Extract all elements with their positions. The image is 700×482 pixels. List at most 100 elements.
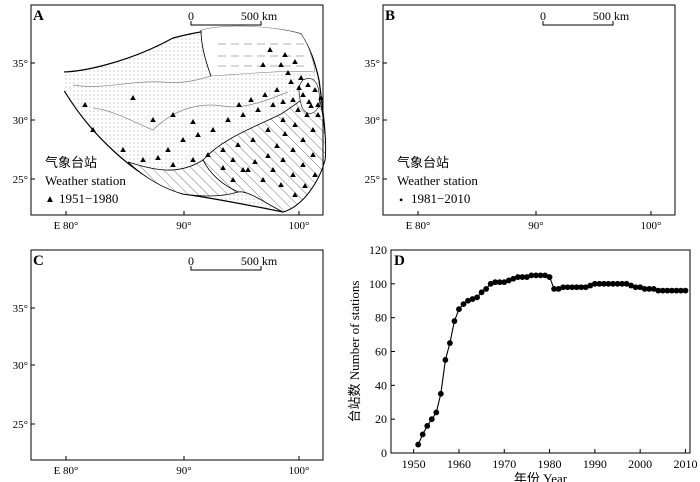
x-tick-label: 2010 [673, 457, 697, 471]
data-point [664, 287, 671, 294]
scale-label: 500 km [593, 9, 630, 23]
data-point [646, 286, 653, 292]
data-point [623, 280, 630, 287]
map-frame [30, 4, 324, 216]
station-triangle [300, 162, 306, 167]
station-dot [491, 153, 495, 157]
scale-label: 500 km [241, 9, 278, 23]
station-triangle [282, 52, 288, 57]
station-triangle [248, 97, 254, 102]
data-point [424, 423, 431, 429]
legend-symbol: ▲ [45, 194, 55, 205]
lat-tick-label: 25° [13, 419, 28, 431]
station-dot [669, 118, 673, 122]
region-label: VI [316, 369, 322, 375]
data-point [569, 284, 576, 291]
lat-tick-label: 35° [13, 303, 28, 315]
data-point [555, 286, 562, 292]
station-dot [533, 118, 537, 122]
data-point [551, 286, 557, 292]
legend-title-zh: 气象台站 [45, 155, 97, 170]
lon-tick-label: 90° [176, 220, 191, 232]
station-triangle [210, 127, 216, 132]
lon-tick-label: 90° [528, 220, 543, 232]
station-dot [645, 156, 649, 160]
station-triangle [260, 62, 266, 67]
region-label: IVBii [252, 449, 266, 455]
lon-tick-label: E 80° [406, 220, 431, 232]
station-dot [623, 193, 627, 197]
station-dot [613, 123, 617, 127]
boundary-line-4 [553, 30, 563, 76]
station-triangle [310, 127, 316, 132]
legend-symbol: • [399, 193, 403, 207]
data-point [524, 274, 530, 280]
data-point [487, 280, 494, 287]
station-dot [635, 166, 639, 170]
station-triangle [308, 103, 314, 108]
station-dot [667, 156, 671, 160]
station-dot [659, 90, 663, 94]
station-triangle [278, 182, 284, 187]
station-triangle [305, 82, 311, 87]
map-frame [382, 4, 676, 216]
station-triangle [274, 143, 280, 148]
zone-east-pocket [299, 323, 319, 358]
plot-frame [390, 249, 691, 454]
station-triangle [300, 92, 306, 97]
legend-period: 1981−2010 [411, 191, 470, 206]
data-point [433, 409, 440, 416]
data-point [587, 282, 594, 289]
legend-period: 1951−1980 [59, 191, 118, 206]
station-triangle [274, 87, 280, 92]
region-label: IVAi [309, 377, 321, 383]
station-triangle [300, 137, 306, 142]
station-triangle [270, 167, 276, 172]
data-point [668, 287, 675, 294]
data-point [465, 297, 471, 304]
region-label: VIIIB [60, 305, 74, 311]
boundary-line-4 [201, 275, 211, 321]
x-tick-label: 1960 [447, 457, 471, 471]
station-dot [435, 106, 439, 110]
data-point [492, 279, 499, 286]
region-label: VIIICii [46, 361, 64, 367]
region-label: VI [298, 345, 304, 351]
lon-tick-label: E 80° [54, 220, 79, 232]
legend-title-en: Weather station [397, 173, 478, 188]
region-label: VIIIBi [253, 299, 269, 305]
station-dot [563, 158, 567, 162]
scale-zero: 0 [188, 254, 194, 268]
station-triangle [190, 157, 196, 162]
data-point [533, 272, 539, 279]
data-point [682, 287, 689, 294]
panel-a: 35° 30° 25° E 80° 90° 100° A 0 500 km 气象台站 Weather… [13, 4, 327, 232]
station-dot [645, 178, 649, 182]
station-triangle [285, 70, 291, 75]
data-point [460, 301, 467, 308]
panel-b: 35° 30° 25° E 80° 90° 100° B 0 500 km 气象台站 Weather… [365, 4, 676, 232]
station-dot [505, 160, 509, 164]
data-point [560, 284, 567, 291]
station-dot [669, 98, 673, 102]
data-point [510, 275, 517, 282]
station-triangle [180, 137, 186, 142]
station-triangle [306, 99, 312, 104]
station-dot [637, 60, 641, 64]
station-triangle [290, 147, 296, 152]
data-point [456, 306, 462, 313]
zone-north-east [200, 25, 316, 77]
region-label: IV [258, 419, 265, 425]
scale-bar [190, 266, 262, 271]
station-triangle [170, 162, 176, 167]
station-dot [587, 138, 591, 142]
station-triangle [140, 157, 146, 162]
station-dot [551, 168, 555, 172]
scale-zero: 0 [188, 9, 194, 23]
y-tick-label: 40 [375, 378, 387, 392]
station-triangle [235, 142, 241, 147]
data-point [610, 280, 616, 287]
